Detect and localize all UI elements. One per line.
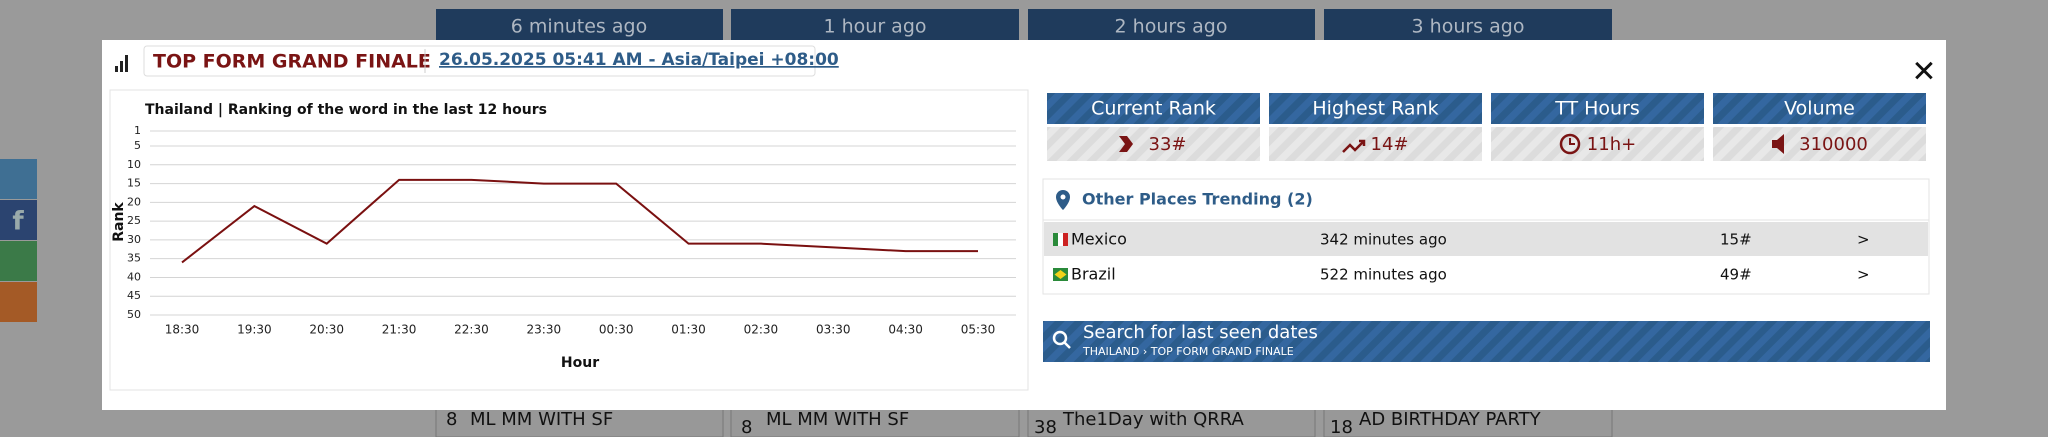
- y-axis-label: Rank: [111, 202, 127, 242]
- row-title: The1Day with QRRA: [1062, 409, 1245, 430]
- y-tick-label: 15: [127, 177, 141, 190]
- stat-label: Volume: [1784, 98, 1855, 120]
- x-tick-label: 19:30: [237, 323, 272, 337]
- search-path: THAILAND › TOP FORM GRAND FINALE: [1082, 345, 1294, 358]
- stat-header: [1491, 93, 1704, 124]
- y-tick-label: 30: [127, 233, 141, 246]
- tab-label[interactable]: 6 minutes ago: [511, 16, 647, 38]
- tab-label[interactable]: 2 hours ago: [1115, 16, 1228, 38]
- stat-header: [1713, 93, 1926, 124]
- stat-value: 14#: [1371, 134, 1409, 155]
- row-title: AD BIRTHDAY PARTY: [1359, 409, 1542, 430]
- place-row[interactable]: [1044, 222, 1928, 256]
- chart-icon: [115, 55, 128, 72]
- x-tick-label: 00:30: [599, 323, 634, 337]
- x-tick-label: 21:30: [382, 323, 417, 337]
- x-tick-label: 02:30: [744, 323, 779, 337]
- row-card: [1027, 404, 1316, 438]
- place-time: 342 minutes ago: [1320, 231, 1447, 249]
- place-link[interactable]: >: [1857, 231, 1870, 249]
- place-rank: 15#: [1720, 231, 1752, 249]
- y-tick-label: 40: [127, 270, 141, 283]
- x-tick-label: 22:30: [454, 323, 489, 337]
- tab-label[interactable]: 3 hours ago: [1412, 16, 1525, 38]
- row-rank: 8: [741, 417, 752, 437]
- facebook-button[interactable]: [0, 200, 37, 240]
- place-link[interactable]: >: [1857, 266, 1870, 284]
- x-tick-label: 01:30: [671, 323, 706, 337]
- stat-body: [1047, 127, 1260, 161]
- pin-icon: [1056, 190, 1070, 210]
- rank-icon: [1119, 136, 1133, 152]
- y-tick-label: 1: [134, 124, 141, 137]
- clock-icon: [1559, 133, 1581, 155]
- facebook-icon: f: [12, 207, 24, 237]
- x-tick-label: 20:30: [309, 323, 344, 337]
- stat-label: Highest Rank: [1312, 98, 1438, 120]
- whatsapp-button[interactable]: [0, 241, 37, 281]
- x-tick-label: 23:30: [527, 323, 562, 337]
- place-country: Mexico: [1071, 230, 1127, 249]
- close-button[interactable]: ✕: [1911, 55, 1936, 90]
- header-box: [143, 45, 816, 77]
- stat-body: [1269, 127, 1482, 161]
- stat-label: TT Hours: [1554, 98, 1640, 120]
- modal-title: TOP FORM GRAND FINALE: [153, 51, 431, 73]
- x-axis-label: Hour: [561, 355, 599, 371]
- y-tick-label: 35: [127, 252, 141, 265]
- search-bar[interactable]: [1043, 321, 1930, 362]
- volume-icon: [1772, 134, 1784, 154]
- tab-label[interactable]: 1 hour ago: [823, 16, 926, 38]
- stat-body: [1713, 127, 1926, 161]
- tab[interactable]: [436, 9, 723, 43]
- row-rank: 8: [446, 409, 457, 430]
- y-tick-label: 20: [127, 195, 141, 208]
- stat-value: 310000: [1799, 134, 1868, 155]
- x-tick-label: 03:30: [816, 323, 851, 337]
- row-rank: 18: [1330, 417, 1353, 437]
- stats: Current Rank 33# Highest Rank 14# TT Hours 11…: [1047, 93, 1926, 161]
- x-tick-label: 18:30: [165, 323, 200, 337]
- row-rank: 38: [1034, 417, 1057, 437]
- y-tick-label: 50: [127, 308, 141, 321]
- search-icon: [1052, 330, 1068, 346]
- row-card: [435, 404, 724, 438]
- y-tick-label: 10: [127, 158, 141, 171]
- row-card: [1323, 404, 1613, 438]
- trend-icon: [1342, 139, 1366, 153]
- x-tick-label: 05:30: [961, 323, 996, 337]
- place-rank: 49#: [1720, 266, 1752, 284]
- y-tick-label: 5: [134, 139, 141, 152]
- twitter-button[interactable]: [0, 159, 37, 199]
- stat-header: [1047, 93, 1260, 124]
- row-title: ML MM WITH SF: [470, 409, 613, 430]
- stat-value: 33#: [1149, 134, 1187, 155]
- tab[interactable]: [1028, 9, 1315, 43]
- search-title[interactable]: Search for last seen dates: [1083, 322, 1318, 343]
- line: [181, 178, 978, 264]
- date-link[interactable]: 26.05.2025 05:41 AM - Asia/Taipei +08:00: [439, 50, 839, 70]
- row-title: ML MM WITH SF: [766, 409, 909, 430]
- tab[interactable]: [1324, 9, 1612, 43]
- place-country: Brazil: [1071, 265, 1116, 284]
- tab[interactable]: [731, 9, 1019, 43]
- rss-button[interactable]: [0, 282, 37, 322]
- y-tick-label: 25: [127, 214, 141, 227]
- stat-body: [1491, 127, 1704, 161]
- y-tick-label: 45: [127, 289, 141, 302]
- other-places-title: Other Places Trending (2): [1082, 190, 1313, 209]
- stat-value: 11h+: [1587, 134, 1636, 155]
- chart-title: Thailand | Ranking of the word in the la…: [145, 102, 547, 118]
- row-card: [730, 404, 1020, 438]
- place-time: 522 minutes ago: [1320, 266, 1447, 284]
- stat-header: [1269, 93, 1482, 124]
- stat-label: Current Rank: [1091, 98, 1216, 120]
- x-tick-label: 04:30: [888, 323, 923, 337]
